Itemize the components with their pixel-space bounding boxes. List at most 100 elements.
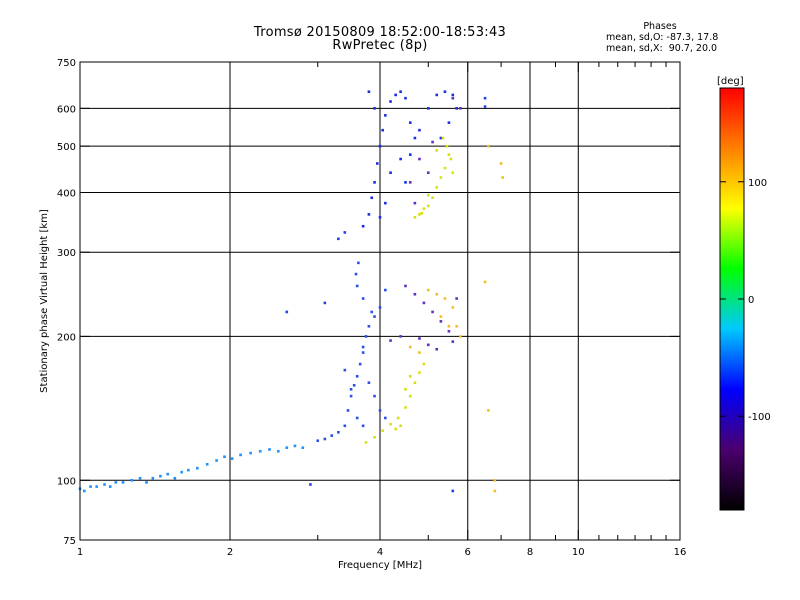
x-tick-label: 6 bbox=[465, 547, 471, 558]
data-point bbox=[145, 481, 148, 484]
colorbar-tick-label: 100 bbox=[748, 178, 767, 189]
data-point bbox=[483, 96, 487, 100]
x-tick-label: 16 bbox=[674, 547, 687, 558]
data-point bbox=[151, 476, 155, 480]
data-point bbox=[418, 128, 421, 132]
data-point bbox=[445, 144, 449, 148]
phases-annotation-o: mean, sd,O: -87.3, 17.8 bbox=[606, 32, 719, 43]
data-point bbox=[418, 337, 421, 340]
data-point bbox=[108, 485, 112, 488]
data-point bbox=[381, 128, 384, 132]
data-point bbox=[389, 422, 392, 426]
data-point bbox=[493, 478, 497, 482]
data-point bbox=[413, 381, 417, 385]
x-tick-label: 10 bbox=[572, 547, 585, 558]
data-point bbox=[367, 324, 371, 328]
data-point bbox=[130, 478, 134, 482]
axis-ticks: 1 2 4 6 8 10 16 75 100 200 300 400 500 600 750 bbox=[57, 58, 686, 558]
x-axis-label: Frequency [MHz] bbox=[338, 560, 422, 571]
data-point bbox=[373, 394, 376, 398]
data-point bbox=[426, 204, 430, 208]
y-tick-label: 200 bbox=[57, 332, 76, 343]
data-point bbox=[180, 470, 184, 474]
data-point bbox=[358, 362, 362, 366]
data-point bbox=[422, 362, 426, 366]
data-point bbox=[413, 136, 417, 140]
data-point bbox=[205, 463, 209, 466]
data-point bbox=[361, 224, 365, 228]
data-point bbox=[239, 453, 242, 457]
data-point bbox=[215, 459, 218, 462]
data-point bbox=[375, 162, 379, 165]
data-point bbox=[451, 96, 455, 100]
data-point bbox=[355, 375, 359, 378]
data-point bbox=[378, 306, 382, 309]
data-point bbox=[483, 105, 487, 108]
data-point bbox=[349, 394, 353, 398]
data-point bbox=[435, 186, 439, 189]
data-point bbox=[223, 455, 226, 459]
data-point bbox=[459, 335, 462, 338]
y-tick-label: 600 bbox=[57, 104, 76, 115]
data-point bbox=[361, 424, 365, 428]
chart-subtitle: RwPretec (8p) bbox=[332, 38, 428, 53]
data-point bbox=[418, 157, 421, 161]
x-tick-label: 8 bbox=[527, 547, 533, 558]
data-point bbox=[293, 444, 297, 448]
data-point bbox=[343, 368, 347, 372]
data-point bbox=[373, 181, 376, 184]
data-point bbox=[431, 140, 434, 144]
data-point bbox=[451, 93, 455, 97]
data-point bbox=[370, 196, 374, 200]
x-tick-label: 1 bbox=[77, 547, 83, 558]
colorbar-label: [deg] bbox=[717, 76, 744, 87]
data-point bbox=[399, 335, 402, 338]
data-point bbox=[426, 107, 430, 110]
colorbar-tick-label: 0 bbox=[748, 295, 754, 306]
phases-annotation-x: mean, sd,X: 90.7, 20.0 bbox=[606, 43, 718, 54]
data-point bbox=[435, 93, 439, 97]
data-point bbox=[426, 343, 430, 347]
data-point bbox=[408, 375, 412, 378]
data-point bbox=[367, 213, 371, 216]
data-point bbox=[384, 288, 387, 292]
data-point bbox=[422, 207, 426, 210]
data-point bbox=[357, 261, 360, 265]
data-point bbox=[361, 351, 365, 354]
data-point bbox=[413, 215, 417, 219]
data-point bbox=[114, 481, 118, 484]
data-point bbox=[404, 406, 407, 409]
data-point bbox=[381, 429, 384, 432]
data-point bbox=[399, 157, 402, 161]
data-point bbox=[443, 90, 447, 94]
data-point bbox=[323, 437, 327, 441]
data-point bbox=[89, 485, 92, 488]
chart-title: Tromsø 20150809 18:52:00-18:53:43 bbox=[253, 25, 507, 40]
data-point bbox=[447, 329, 451, 333]
data-point bbox=[455, 324, 458, 328]
data-point bbox=[389, 100, 392, 103]
data-point bbox=[268, 448, 271, 451]
data-point bbox=[447, 324, 451, 328]
data-point bbox=[426, 193, 430, 197]
data-point bbox=[349, 388, 353, 391]
data-point bbox=[422, 301, 426, 305]
x-tick-label: 2 bbox=[227, 547, 233, 558]
data-point bbox=[367, 90, 371, 94]
data-point bbox=[447, 121, 451, 124]
data-point bbox=[455, 297, 458, 300]
data-point bbox=[431, 310, 434, 314]
data-point bbox=[187, 468, 190, 472]
data-point bbox=[276, 449, 280, 453]
data-point bbox=[447, 153, 451, 156]
data-point bbox=[364, 441, 368, 444]
data-point bbox=[361, 345, 365, 349]
data-point bbox=[230, 457, 234, 460]
data-point bbox=[249, 451, 252, 455]
y-tick-label: 750 bbox=[57, 58, 76, 69]
data-point bbox=[301, 446, 305, 449]
data-point bbox=[451, 171, 455, 175]
data-point bbox=[413, 201, 417, 205]
data-point bbox=[373, 107, 376, 110]
